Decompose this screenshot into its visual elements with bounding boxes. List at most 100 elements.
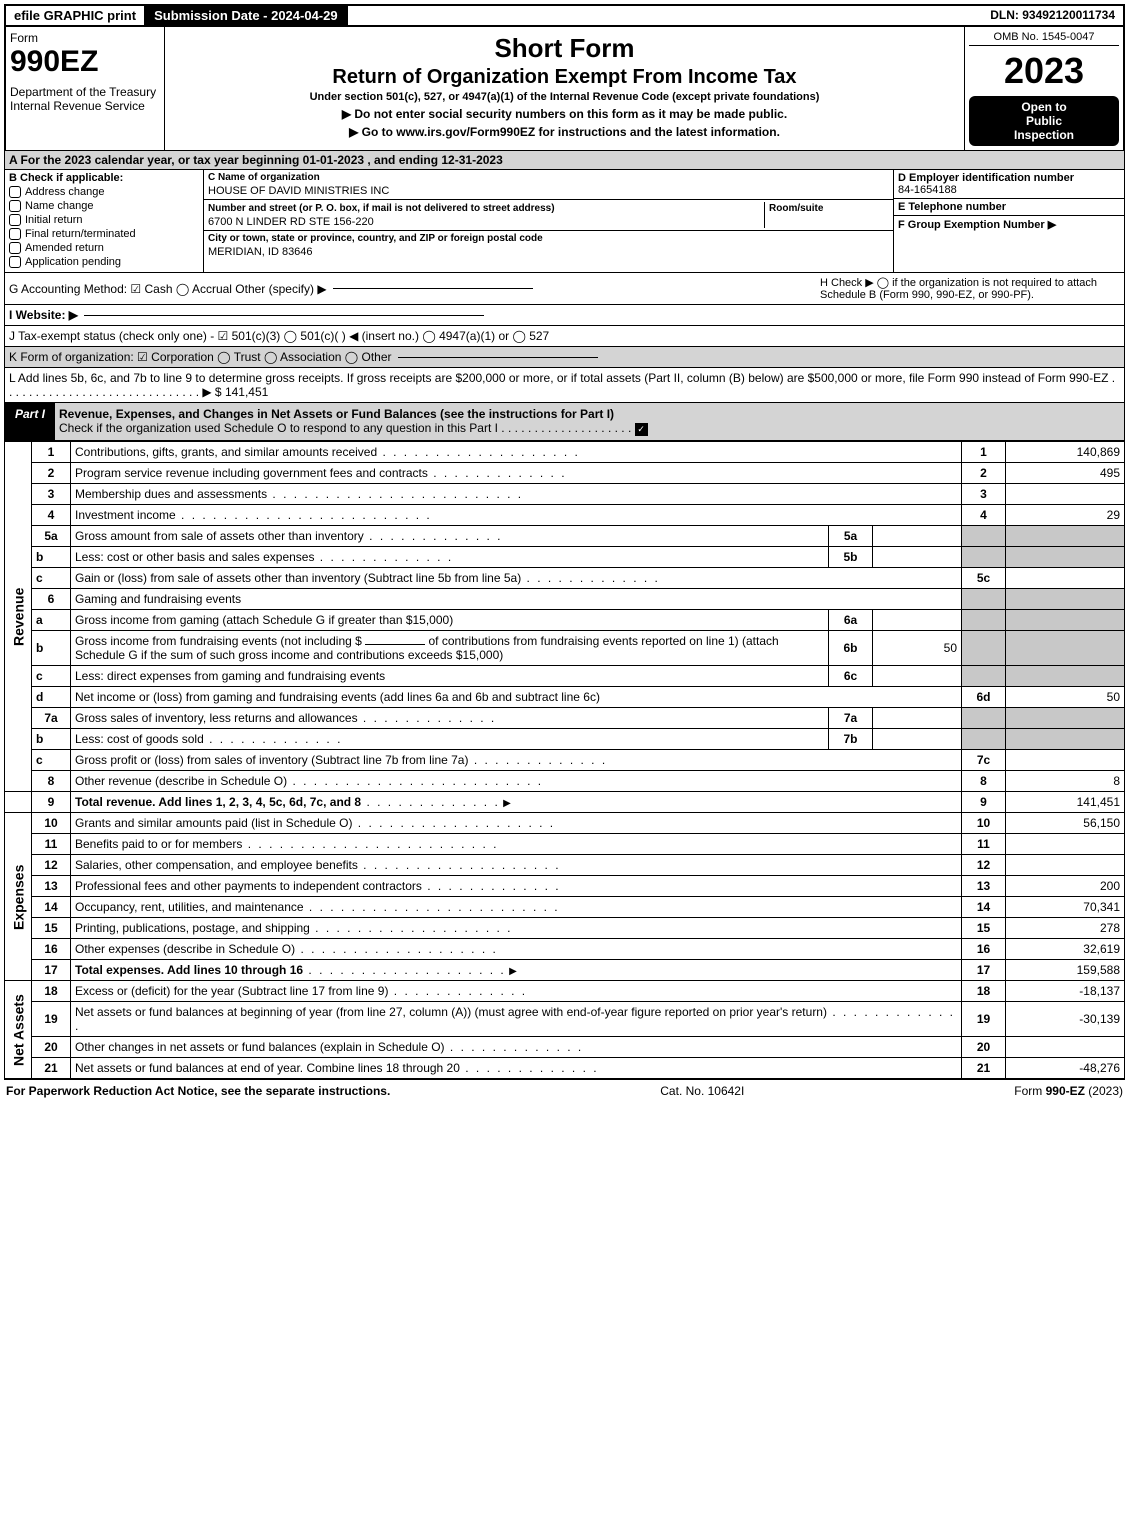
r6d-ln: 6d <box>962 687 1006 708</box>
tax-year: 2023 <box>969 50 1119 92</box>
r8-desc: Other revenue (describe in Schedule O) <box>75 774 287 788</box>
r4-desc: Investment income <box>75 508 176 522</box>
k-form-org: K Form of organization: ☑ Corporation ◯ … <box>9 350 392 364</box>
k-other-input[interactable] <box>398 357 598 358</box>
r19-desc: Net assets or fund balances at beginning… <box>75 1005 827 1019</box>
r21-amt: -48,276 <box>1006 1058 1125 1079</box>
efile-print-button[interactable]: efile GRAPHIC print <box>6 6 146 25</box>
row-8: 8 Other revenue (describe in Schedule O)… <box>5 771 1125 792</box>
r2-ln: 2 <box>962 463 1006 484</box>
section-a: A For the 2023 calendar year, or tax yea… <box>4 151 1125 170</box>
g-other-input[interactable] <box>333 288 533 289</box>
r7c-num: c <box>32 750 71 771</box>
row-7b: b Less: cost of goods sold 7b <box>5 729 1125 750</box>
row-20: 20 Other changes in net assets or fund b… <box>5 1037 1125 1058</box>
r6d-num: d <box>32 687 71 708</box>
r2-desc: Program service revenue including govern… <box>75 466 428 480</box>
instruction-link[interactable]: ▶ Go to www.irs.gov/Form990EZ for instru… <box>169 125 960 139</box>
chk-final-return[interactable] <box>9 228 21 240</box>
r10-amt: 56,150 <box>1006 813 1125 834</box>
chk-initial-return[interactable] <box>9 214 21 226</box>
r6c-num: c <box>32 666 71 687</box>
r18-ln: 18 <box>962 981 1006 1002</box>
r11-desc: Benefits paid to or for members <box>75 837 242 851</box>
r16-amt: 32,619 <box>1006 939 1125 960</box>
b-label: B Check if applicable: <box>9 172 199 184</box>
r17-amt: 159,588 <box>1006 960 1125 981</box>
submission-date: Submission Date - 2024-04-29 <box>146 6 348 25</box>
r19-amt: -30,139 <box>1006 1002 1125 1037</box>
r7b-desc: Less: cost of goods sold <box>75 732 204 746</box>
r5c-num: c <box>32 568 71 589</box>
r10-num: 10 <box>32 813 71 834</box>
r6a-num: a <box>32 610 71 631</box>
chk-address-change[interactable] <box>9 186 21 198</box>
r13-desc: Professional fees and other payments to … <box>75 879 422 893</box>
r6b-blank[interactable] <box>365 644 425 645</box>
r9-ln: 9 <box>962 792 1006 813</box>
i-website-label: I Website: ▶ <box>9 308 78 322</box>
org-city: MERIDIAN, ID 83646 <box>208 246 889 258</box>
chk-amended[interactable] <box>9 242 21 254</box>
r3-amt <box>1006 484 1125 505</box>
r20-num: 20 <box>32 1037 71 1058</box>
row-15: 15 Printing, publications, postage, and … <box>5 918 1125 939</box>
r1-num: 1 <box>32 442 71 463</box>
r9-desc: Total revenue. Add lines 1, 2, 3, 4, 5c,… <box>75 795 361 809</box>
r7b-num: b <box>32 729 71 750</box>
row-6a: a Gross income from gaming (attach Sched… <box>5 610 1125 631</box>
row-6c: c Less: direct expenses from gaming and … <box>5 666 1125 687</box>
part-1-table: Revenue 1 Contributions, gifts, grants, … <box>4 441 1125 1079</box>
row-5c: c Gain or (loss) from sale of assets oth… <box>5 568 1125 589</box>
open-line-3: Inspection <box>973 128 1115 142</box>
row-13: 13 Professional fees and other payments … <box>5 876 1125 897</box>
r6d-amt: 50 <box>1006 687 1125 708</box>
header-center: Short Form Return of Organization Exempt… <box>165 27 964 150</box>
form-header: Form 990EZ Department of the Treasury In… <box>4 27 1125 151</box>
r5a-amt <box>1006 526 1125 547</box>
r3-num: 3 <box>32 484 71 505</box>
lbl-amended: Amended return <box>25 242 104 254</box>
r15-ln: 15 <box>962 918 1006 939</box>
r5b-num: b <box>32 547 71 568</box>
e-label: E Telephone number <box>898 201 1120 213</box>
chk-name-change[interactable] <box>9 200 21 212</box>
title-return: Return of Organization Exempt From Incom… <box>169 66 960 89</box>
part-1-checkbox[interactable]: ✓ <box>635 423 648 436</box>
row-12: 12 Salaries, other compensation, and emp… <box>5 855 1125 876</box>
d-label: D Employer identification number <box>898 172 1120 184</box>
r16-num: 16 <box>32 939 71 960</box>
r8-ln: 8 <box>962 771 1006 792</box>
r20-amt <box>1006 1037 1125 1058</box>
r11-amt <box>1006 834 1125 855</box>
arrow-icon: ▶ <box>509 966 517 977</box>
footer-right: Form 990-EZ (2023) <box>1014 1084 1123 1098</box>
r12-amt <box>1006 855 1125 876</box>
r14-ln: 14 <box>962 897 1006 918</box>
row-6d: d Net income or (loss) from gaming and f… <box>5 687 1125 708</box>
r15-desc: Printing, publications, postage, and shi… <box>75 921 310 935</box>
r5b-desc: Less: cost or other basis and sales expe… <box>75 550 314 564</box>
r10-ln: 10 <box>962 813 1006 834</box>
r7c-amt <box>1006 750 1125 771</box>
r6a-sn: 6a <box>829 610 873 631</box>
f-label: F Group Exemption Number ▶ <box>898 218 1120 231</box>
r4-num: 4 <box>32 505 71 526</box>
r7c-ln: 7c <box>962 750 1006 771</box>
l-gross-receipts: L Add lines 5b, 6c, and 7b to line 9 to … <box>9 371 1120 399</box>
r21-num: 21 <box>32 1058 71 1079</box>
r2-amt: 495 <box>1006 463 1125 484</box>
c-street-label: Number and street (or P. O. box, if mail… <box>208 203 555 214</box>
r15-amt: 278 <box>1006 918 1125 939</box>
r14-desc: Occupancy, rent, utilities, and maintena… <box>75 900 304 914</box>
chk-application[interactable] <box>9 256 21 268</box>
line-l: L Add lines 5b, 6c, and 7b to line 9 to … <box>4 368 1125 403</box>
r5a-ln <box>962 526 1006 547</box>
part-1-title: Revenue, Expenses, and Changes in Net As… <box>55 403 1124 440</box>
r5c-desc: Gain or (loss) from sale of assets other… <box>75 571 521 585</box>
r10-desc: Grants and similar amounts paid (list in… <box>75 816 352 830</box>
website-input[interactable] <box>84 315 484 316</box>
r21-desc: Net assets or fund balances at end of ye… <box>75 1061 460 1075</box>
r6c-sn: 6c <box>829 666 873 687</box>
r6c-sv <box>873 666 962 687</box>
